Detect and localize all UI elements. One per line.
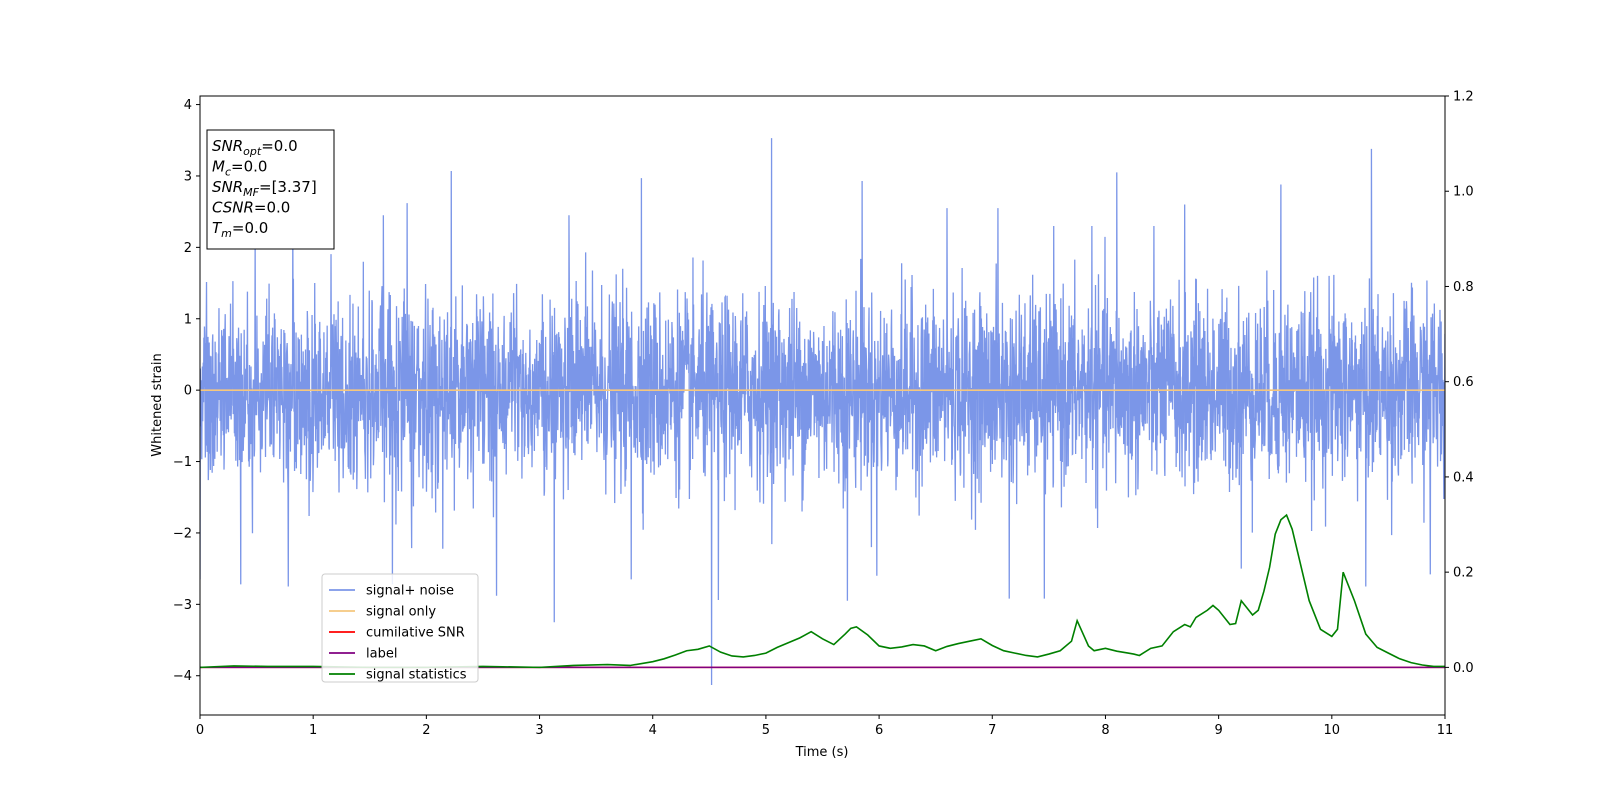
annotation-value: =0.0 (254, 199, 290, 217)
annotation-line: Tm=0.0 (212, 219, 268, 240)
x-tick-label: 1 (309, 723, 317, 738)
y2-tick-label: 0.8 (1453, 280, 1474, 295)
y2-tick-label: 1.2 (1453, 90, 1474, 105)
annotation-symbol: SNR (212, 178, 243, 196)
legend: signal+ noise signal only cumilative SNR la… (321, 573, 479, 683)
y2-tick-label: 1.0 (1453, 185, 1474, 200)
annotation-symbol: CSNR (212, 199, 254, 217)
legend-label: signal statistics (366, 668, 467, 683)
series-line-signal-statistics (200, 513, 1445, 669)
y-tick-label: −4 (173, 669, 192, 684)
annotation-frame (206, 129, 335, 250)
y-tick-label: −2 (173, 526, 192, 541)
x-tick-label: 4 (649, 723, 657, 738)
y-tick-label: −1 (173, 455, 192, 470)
y2-tick-label: 0.6 (1453, 375, 1474, 390)
x-tick-label: 0 (196, 723, 204, 738)
x-tick-label: 11 (1437, 723, 1454, 738)
x-tick-label: 8 (1101, 723, 1109, 738)
annotation-subscript: opt (243, 145, 262, 158)
legend-label: cumilative SNR (366, 626, 465, 641)
annotation-value: =0.0 (231, 158, 267, 176)
series-signal-noise (200, 138, 1445, 686)
x-tick-label: 5 (762, 723, 770, 738)
annotation-value: =[3.37] (259, 178, 317, 196)
annotation-symbol: SNR (212, 137, 243, 155)
y-tick-label: −3 (173, 598, 192, 613)
y-tick-label: 2 (184, 241, 192, 256)
annotation-symbol: M (212, 158, 225, 176)
y2-tick-label: 0.2 (1453, 566, 1474, 581)
annotation-value: =0.0 (232, 219, 268, 237)
y2-axis-ticks: 0.0 0.2 0.4 0.6 0.8 1.0 1.2 (1445, 90, 1474, 676)
stats-annotation-box: SNRopt=0.0Mc=0.0SNRMF=[3.37]CSNR=0.0Tm=0… (206, 129, 335, 250)
x-tick-label: 10 (1324, 723, 1341, 738)
y-tick-label: 4 (184, 98, 192, 113)
x-tick-label: 6 (875, 723, 883, 738)
legend-label: label (366, 647, 397, 662)
x-tick-label: 3 (535, 723, 543, 738)
annotation-line: Mc=0.0 (212, 158, 267, 179)
y-axis-label: Whitened strain (150, 353, 165, 456)
y2-tick-label: 0.4 (1453, 470, 1474, 485)
y-tick-label: 3 (184, 169, 192, 184)
annotation-symbol: T (212, 219, 223, 237)
y2-tick-label: 0.0 (1453, 661, 1474, 676)
annotation-subscript: m (221, 227, 232, 240)
annotation-subscript: MF (243, 186, 259, 199)
y-tick-label: 0 (184, 384, 192, 399)
annotation-line: SNRopt=0.0 (212, 137, 298, 158)
annotation-value: =0.0 (261, 137, 297, 155)
annotation-line: CSNR=0.0 (212, 199, 290, 217)
legend-frame (321, 573, 479, 683)
legend-label: signal only (366, 605, 436, 620)
x-axis-label: Time (s) (795, 745, 849, 760)
x-axis-ticks: 0 1 2 3 4 5 6 7 8 9 10 11 (196, 715, 1453, 738)
y-axis-ticks: −4 −3 −2 −1 0 1 2 3 4 (173, 98, 200, 684)
x-tick-label: 2 (422, 723, 430, 738)
annotation-subscript: c (225, 166, 231, 179)
x-tick-label: 7 (988, 723, 996, 738)
annotation-line: SNRMF=[3.37] (212, 178, 317, 199)
axes-frame (199, 95, 1446, 716)
legend-label: signal+ noise (366, 584, 454, 599)
y-tick-label: 1 (184, 312, 192, 327)
x-tick-label: 9 (1214, 723, 1222, 738)
series-line-signal-noise (200, 138, 1445, 686)
